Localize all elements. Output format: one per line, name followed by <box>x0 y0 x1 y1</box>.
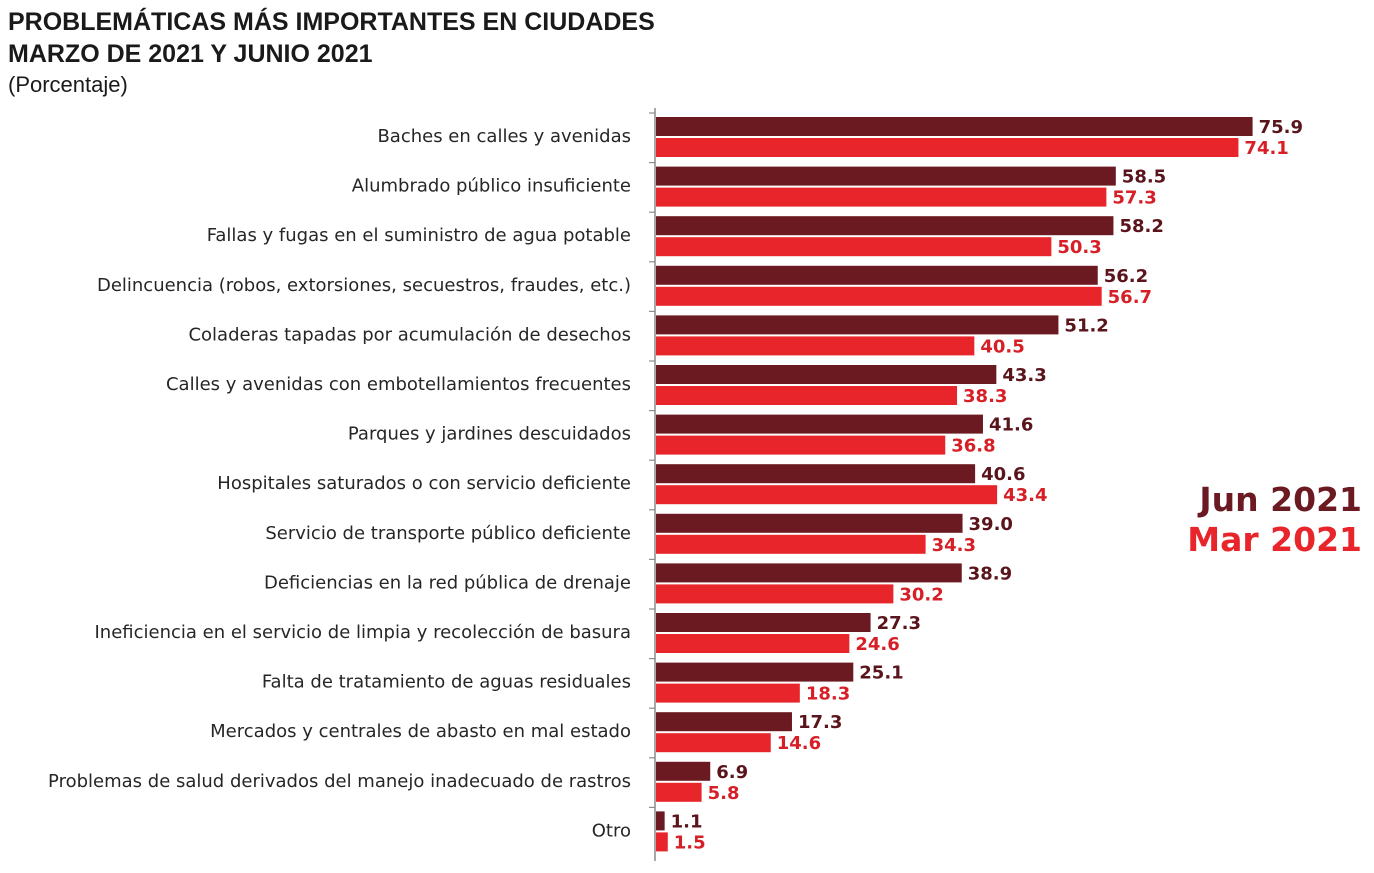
category-label: Otro <box>592 820 631 841</box>
category-label: Problemas de salud derivados del manejo … <box>48 771 631 792</box>
legend-entry-mar-2021: Mar 2021 <box>1187 520 1362 559</box>
data-label-jun-2021: 17.3 <box>798 712 842 733</box>
data-label-jun-2021: 1.1 <box>671 811 703 832</box>
category-label: Fallas y fugas en el suministro de agua … <box>207 225 631 246</box>
chart-subtitle: (Porcentaje) <box>8 72 128 97</box>
data-label-mar-2021: 5.8 <box>708 783 740 804</box>
bar-jun-2021 <box>656 613 871 632</box>
data-label-mar-2021: 30.2 <box>899 584 943 605</box>
bar-jun-2021 <box>656 712 792 732</box>
bar-jun-2021 <box>656 464 976 484</box>
bar-mar-2021 <box>656 584 894 604</box>
data-label-jun-2021: 6.9 <box>716 762 748 783</box>
chart-title-line-2: MARZO DE 2021 Y JUNIO 2021 <box>8 40 373 68</box>
bar-jun-2021 <box>656 761 711 781</box>
data-label-jun-2021: 58.2 <box>1119 216 1163 237</box>
data-label-jun-2021: 39.0 <box>969 514 1013 535</box>
data-label-mar-2021: 43.4 <box>1003 485 1047 506</box>
bar-mar-2021 <box>656 634 850 653</box>
data-label-mar-2021: 38.3 <box>963 386 1007 407</box>
bar-mar-2021 <box>656 187 1107 207</box>
bar-jun-2021 <box>656 315 1059 335</box>
bar-jun-2021 <box>656 216 1114 236</box>
category-label: Coladeras tapadas por acumulación de des… <box>188 324 631 345</box>
category-label: Alumbrado público insuficiente <box>352 176 631 197</box>
data-label-mar-2021: 74.1 <box>1244 138 1288 159</box>
bar-mar-2021 <box>656 832 668 852</box>
legend-entry-jun-2021: Jun 2021 <box>1199 480 1362 519</box>
bar-jun-2021 <box>656 265 1098 285</box>
category-label: Falta de tratamiento de aguas residuales <box>262 672 631 693</box>
bar-mar-2021 <box>656 782 702 802</box>
data-label-mar-2021: 40.5 <box>980 336 1024 357</box>
chart-title-line-1: PROBLEMÁTICAS MÁS IMPORTANTES EN CIUDADE… <box>8 8 655 36</box>
chart-title-block: PROBLEMÁTICAS MÁS IMPORTANTES EN CIUDADE… <box>8 6 655 100</box>
data-label-jun-2021: 58.5 <box>1122 167 1166 188</box>
data-label-jun-2021: 25.1 <box>859 663 903 684</box>
bar-jun-2021 <box>656 513 963 533</box>
category-label: Ineficiencia en el servicio de limpia y … <box>94 622 631 643</box>
data-label-mar-2021: 57.3 <box>1112 188 1156 209</box>
bar-mar-2021 <box>656 386 958 405</box>
data-label-mar-2021: 18.3 <box>806 684 850 705</box>
bar-mar-2021 <box>656 435 946 455</box>
bar-mar-2021 <box>656 336 975 356</box>
bar-jun-2021 <box>656 811 665 831</box>
category-label: Mercados y centrales de abasto en mal es… <box>210 721 631 742</box>
bar-mar-2021 <box>656 534 926 554</box>
bar-jun-2021 <box>656 365 997 384</box>
data-label-jun-2021: 43.3 <box>1002 365 1046 386</box>
data-label-jun-2021: 51.2 <box>1064 315 1108 336</box>
bar-jun-2021 <box>656 563 962 583</box>
data-label-mar-2021: 24.6 <box>855 634 899 655</box>
data-label-mar-2021: 50.3 <box>1057 237 1101 258</box>
category-label: Baches en calles y avenidas <box>377 126 631 147</box>
category-label: Servicio de transporte público deficient… <box>265 523 631 544</box>
data-label-jun-2021: 27.3 <box>877 613 921 634</box>
chart-legend: Jun 2021 Mar 2021 <box>1187 480 1362 560</box>
bar-mar-2021 <box>656 485 998 505</box>
data-label-mar-2021: 14.6 <box>777 733 821 754</box>
data-label-jun-2021: 38.9 <box>968 563 1012 584</box>
data-label-jun-2021: 41.6 <box>989 415 1033 436</box>
data-label-mar-2021: 1.5 <box>674 832 706 853</box>
bar-jun-2021 <box>656 414 983 434</box>
bar-mar-2021 <box>656 237 1052 257</box>
bar-mar-2021 <box>656 683 800 703</box>
data-label-mar-2021: 56.7 <box>1108 287 1152 308</box>
category-label: Parques y jardines descuidados <box>348 424 631 445</box>
bar-jun-2021 <box>656 166 1116 186</box>
bar-jun-2021 <box>656 117 1253 136</box>
bar-mar-2021 <box>656 138 1239 157</box>
data-label-jun-2021: 75.9 <box>1259 117 1303 138</box>
bar-mar-2021 <box>656 733 771 753</box>
bar-jun-2021 <box>656 662 854 682</box>
data-label-jun-2021: 40.6 <box>981 464 1025 485</box>
category-label: Calles y avenidas con embotellamientos f… <box>166 374 631 395</box>
bar-mar-2021 <box>656 286 1102 306</box>
data-label-jun-2021: 56.2 <box>1104 266 1148 287</box>
category-label: Delincuencia (robos, extorsiones, secues… <box>97 275 631 296</box>
data-label-mar-2021: 34.3 <box>932 535 976 556</box>
data-label-mar-2021: 36.8 <box>951 436 995 457</box>
category-label: Deficiencias en la red pública de drenaj… <box>264 572 631 593</box>
category-label: Hospitales saturados o con servicio defi… <box>217 473 631 494</box>
